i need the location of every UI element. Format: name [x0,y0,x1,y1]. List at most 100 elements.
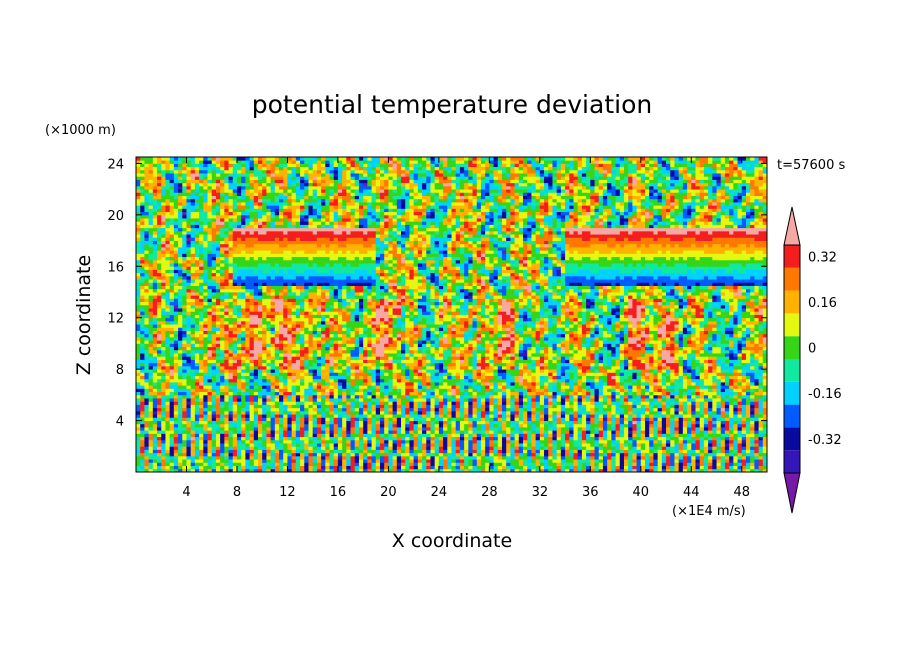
field-cell [321,365,326,370]
field-cell [148,423,154,428]
field-cell [321,401,326,405]
field-cell [316,439,322,444]
field-cell [312,430,318,434]
field-cell [741,420,747,425]
field-cell [674,378,680,383]
field-cell [586,398,591,402]
field-cell [741,372,747,376]
field-cell [257,446,263,450]
field-cell [762,427,768,431]
field-cell [708,382,713,386]
field-cell [666,398,671,402]
field-cell [396,420,402,425]
field-cell [249,423,255,428]
field-cell [523,404,528,409]
field-cell [354,414,360,418]
field-cell [443,446,448,450]
field-cell [215,427,221,431]
field-cell [220,449,225,454]
field-cell [194,365,200,370]
field-cell [232,401,238,405]
field-cell [699,417,705,421]
field-cell [316,365,322,370]
field-cell [224,414,229,418]
field-cell [283,452,288,457]
field-cell [645,468,650,473]
field-cell [350,401,356,405]
field-cell [291,455,297,460]
field-cell [249,365,255,370]
field-cell [157,455,162,460]
field-cell [295,401,301,405]
field-cell [670,443,675,447]
field-cell [257,394,263,399]
field-cell [308,427,314,431]
field-cell [754,365,759,370]
field-cell [510,410,515,415]
field-cell [274,468,280,473]
field-cell [232,423,238,428]
field-cell [514,404,520,409]
field-cell [653,388,659,393]
field-cell [396,439,402,444]
field-cell [304,433,309,438]
field-cell [257,449,263,454]
field-cell [691,449,696,454]
field-cell [476,369,482,373]
field-cell [245,455,250,460]
field-cell [417,455,423,460]
field-cell [388,433,394,438]
field-cell [169,378,175,383]
field-cell [569,365,574,370]
field-cell [224,443,229,447]
field-cell [485,372,490,376]
field-cell [548,443,553,447]
field-cell [283,382,288,386]
field-cell [350,414,356,418]
field-cell [708,452,713,457]
field-cell [565,394,570,399]
field-cell [350,436,356,441]
field-cell [253,385,259,389]
field-cell [733,382,738,386]
field-cell [253,410,259,415]
field-cell [333,404,339,409]
field-cell [476,439,482,444]
field-cell [199,446,204,450]
field-cell [577,398,583,402]
field-cell [598,372,604,376]
field-cell [682,417,688,421]
field-cell [182,394,187,399]
field-cell [169,375,175,380]
field-cell [674,439,680,444]
field-cell [447,401,452,405]
field-cell [552,404,558,409]
field-cell [346,369,351,373]
field-cell [199,465,204,470]
field-cell [350,391,356,396]
field-cell [405,433,410,438]
field-cell [245,410,250,415]
field-cell [396,391,402,396]
field-cell [308,417,314,421]
field-cell [241,385,246,389]
field-cell [548,414,553,418]
field-cell [632,443,637,447]
field-cell [430,449,436,454]
field-cell [426,385,431,389]
field-cell [674,388,680,393]
field-cell [333,382,339,386]
field-cell [169,401,175,405]
field-cell [287,433,293,438]
field-cell [443,378,448,383]
field-cell [178,362,183,367]
field-cell [203,375,208,380]
field-cell [266,436,272,441]
field-cell [712,420,717,425]
field-cell [472,404,478,409]
field-cell [136,404,141,409]
field-cell [186,407,192,412]
field-cell [480,417,486,421]
field-cell [703,452,709,457]
field-cell [224,423,229,428]
